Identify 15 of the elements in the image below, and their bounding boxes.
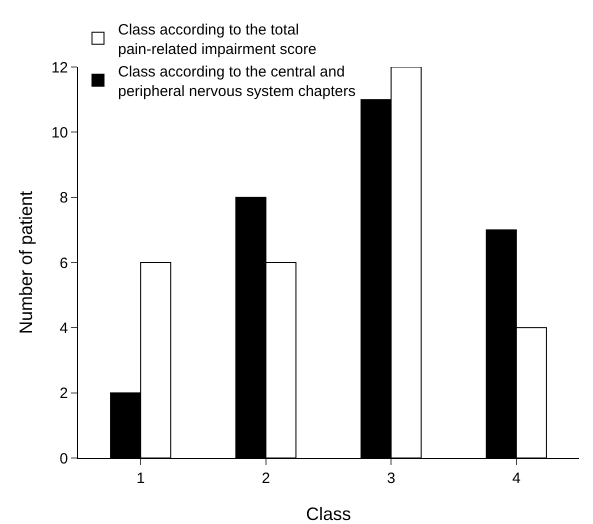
x-tick-label: 4 (512, 470, 521, 487)
y-axis-title: Number of patient (16, 190, 36, 334)
legend-label: Class according to the central and peripheral nervous system chapters (118, 63, 356, 100)
y-tick-label: 0 (60, 450, 68, 468)
y-tick-label: 10 (51, 124, 68, 142)
y-tick-label: 2 (60, 385, 68, 402)
x-tick-label: 2 (262, 470, 270, 487)
y-tick-label: 12 (51, 59, 68, 76)
legend-label: Class according to the total pain-related impairment score (118, 21, 316, 58)
y-tick-label: 4 (60, 320, 68, 337)
x-tick-label: 1 (136, 470, 145, 487)
y-tick-label: 8 (60, 190, 68, 207)
x-axis-title: Class (306, 504, 352, 524)
x-tick-label: 3 (386, 470, 396, 487)
y-tick-label: 6 (60, 254, 68, 272)
